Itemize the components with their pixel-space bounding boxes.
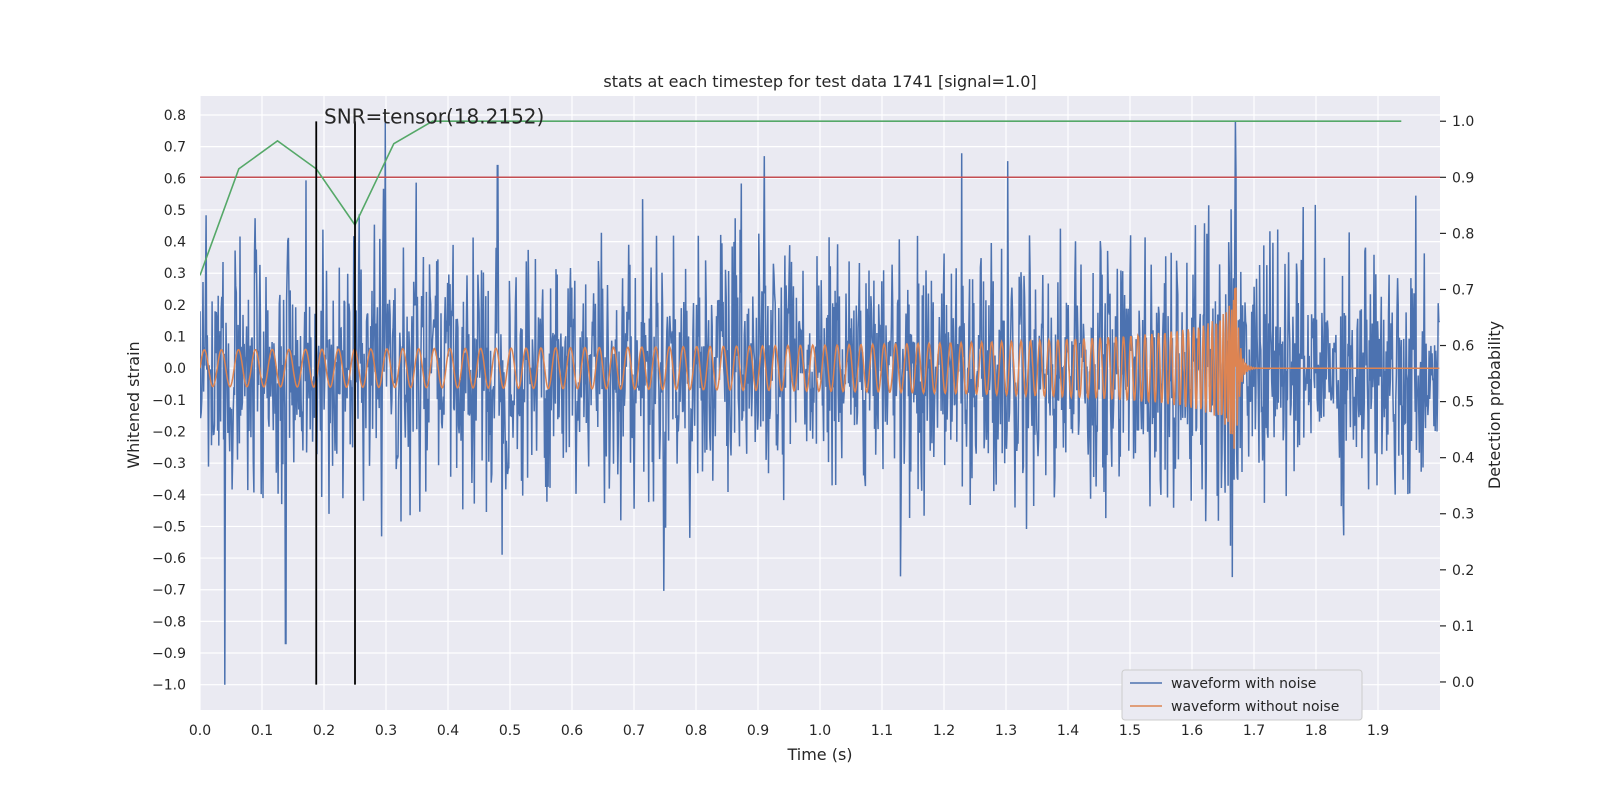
chart-title: stats at each timestep for test data 174…: [603, 72, 1036, 91]
right-y-tick-label: 0.4: [1452, 451, 1474, 467]
right-y-tick-label: 0.5: [1452, 395, 1474, 411]
right-y-tick-label: 0.7: [1452, 282, 1474, 298]
right-y-tick-label: 1.0: [1452, 114, 1474, 130]
right-y-tick-label: 0.0: [1452, 675, 1474, 691]
left-y-tick-label: −0.1: [152, 393, 186, 409]
right-y-tick-label: 0.6: [1452, 339, 1474, 355]
legend: waveform with noise waveform without noi…: [1121, 669, 1363, 721]
x-tick-label: 0.9: [747, 723, 769, 739]
left-y-tick-label: 0.4: [164, 235, 186, 251]
x-axis-ticks: 0.0 0.1 0.2 0.3 0.4 0.5 0.6 0.7 0.8 0.9 1.0 1.1 1.2 1…: [189, 723, 1389, 739]
right-y-tick-label: 0.9: [1452, 170, 1474, 186]
x-tick-label: 1.6: [1181, 723, 1203, 739]
left-y-tick-label: −0.3: [152, 456, 186, 472]
right-y-tick-label: 0.8: [1452, 226, 1474, 242]
x-tick-label: 0.4: [437, 723, 459, 739]
x-tick-label: 1.3: [995, 723, 1017, 739]
x-tick-label: 0.1: [251, 723, 273, 739]
series-detection-probability: [200, 120, 1402, 276]
x-tick-label: 1.8: [1305, 723, 1327, 739]
left-y-tick-label: 0.8: [164, 108, 186, 124]
legend-box: [1121, 669, 1363, 721]
legend-label-noise: waveform with noise: [1171, 676, 1316, 692]
series-waveform-without-noise: [200, 287, 1440, 449]
x-tick-label: 1.4: [1057, 723, 1079, 739]
x-tick-label: 0.6: [561, 723, 583, 739]
left-y-tick-label: −1.0: [152, 678, 186, 694]
left-y-tick-label: 0.0: [164, 361, 186, 377]
left-y-tick-label: −0.6: [152, 551, 186, 567]
left-y-tick-label: 0.5: [164, 203, 186, 219]
vertical-markers: [315, 121, 356, 685]
left-y-axis-title: Whitened strain: [124, 341, 143, 468]
left-y-tick-label: −0.2: [152, 424, 186, 440]
legend-label-clean: waveform without noise: [1171, 699, 1339, 715]
right-y-axis-title: Detection probability: [1485, 321, 1504, 489]
left-y-tick-label: −0.4: [152, 488, 186, 504]
x-tick-label: 1.5: [1119, 723, 1141, 739]
right-y-tick-label: 0.1: [1452, 619, 1474, 635]
right-y-tick-label: 0.2: [1452, 563, 1474, 579]
x-tick-label: 1.7: [1243, 723, 1265, 739]
left-y-axis-ticks: 0.8 0.7 0.6 0.5 0.4 0.3 0.2 0.1 0.0 −0.1 −0.2 −0.3 −…: [152, 108, 186, 694]
x-tick-label: 1.2: [933, 723, 955, 739]
left-y-tick-label: 0.1: [164, 330, 186, 346]
x-tick-label: 0.5: [499, 723, 521, 739]
x-tick-label: 0.2: [313, 723, 335, 739]
left-y-tick-label: −0.8: [152, 614, 186, 630]
x-tick-label: 1.1: [871, 723, 893, 739]
left-y-tick-label: 0.6: [164, 171, 186, 187]
x-tick-label: 0.7: [623, 723, 645, 739]
x-tick-label: 0.3: [375, 723, 397, 739]
left-y-tick-label: 0.3: [164, 266, 186, 282]
right-y-axis-ticks: 1.0 0.9 0.8 0.7 0.6 0.5 0.4 0.3 0.2 0.1 0.0: [1440, 114, 1474, 691]
x-tick-label: 1.9: [1367, 723, 1389, 739]
left-y-tick-label: −0.7: [152, 583, 186, 599]
left-y-tick-label: −0.5: [152, 519, 186, 535]
left-y-tick-label: 0.2: [164, 298, 186, 314]
left-y-tick-label: 0.7: [164, 140, 186, 156]
x-tick-label: 1.0: [809, 723, 831, 739]
snr-annotation: SNR=tensor(18.2152): [324, 104, 544, 128]
left-y-tick-label: −0.9: [152, 646, 186, 662]
x-tick-label: 0.8: [685, 723, 707, 739]
x-tick-label: 0.0: [189, 723, 211, 739]
x-axis-title: Time (s): [786, 745, 852, 764]
right-y-tick-label: 0.3: [1452, 507, 1474, 523]
